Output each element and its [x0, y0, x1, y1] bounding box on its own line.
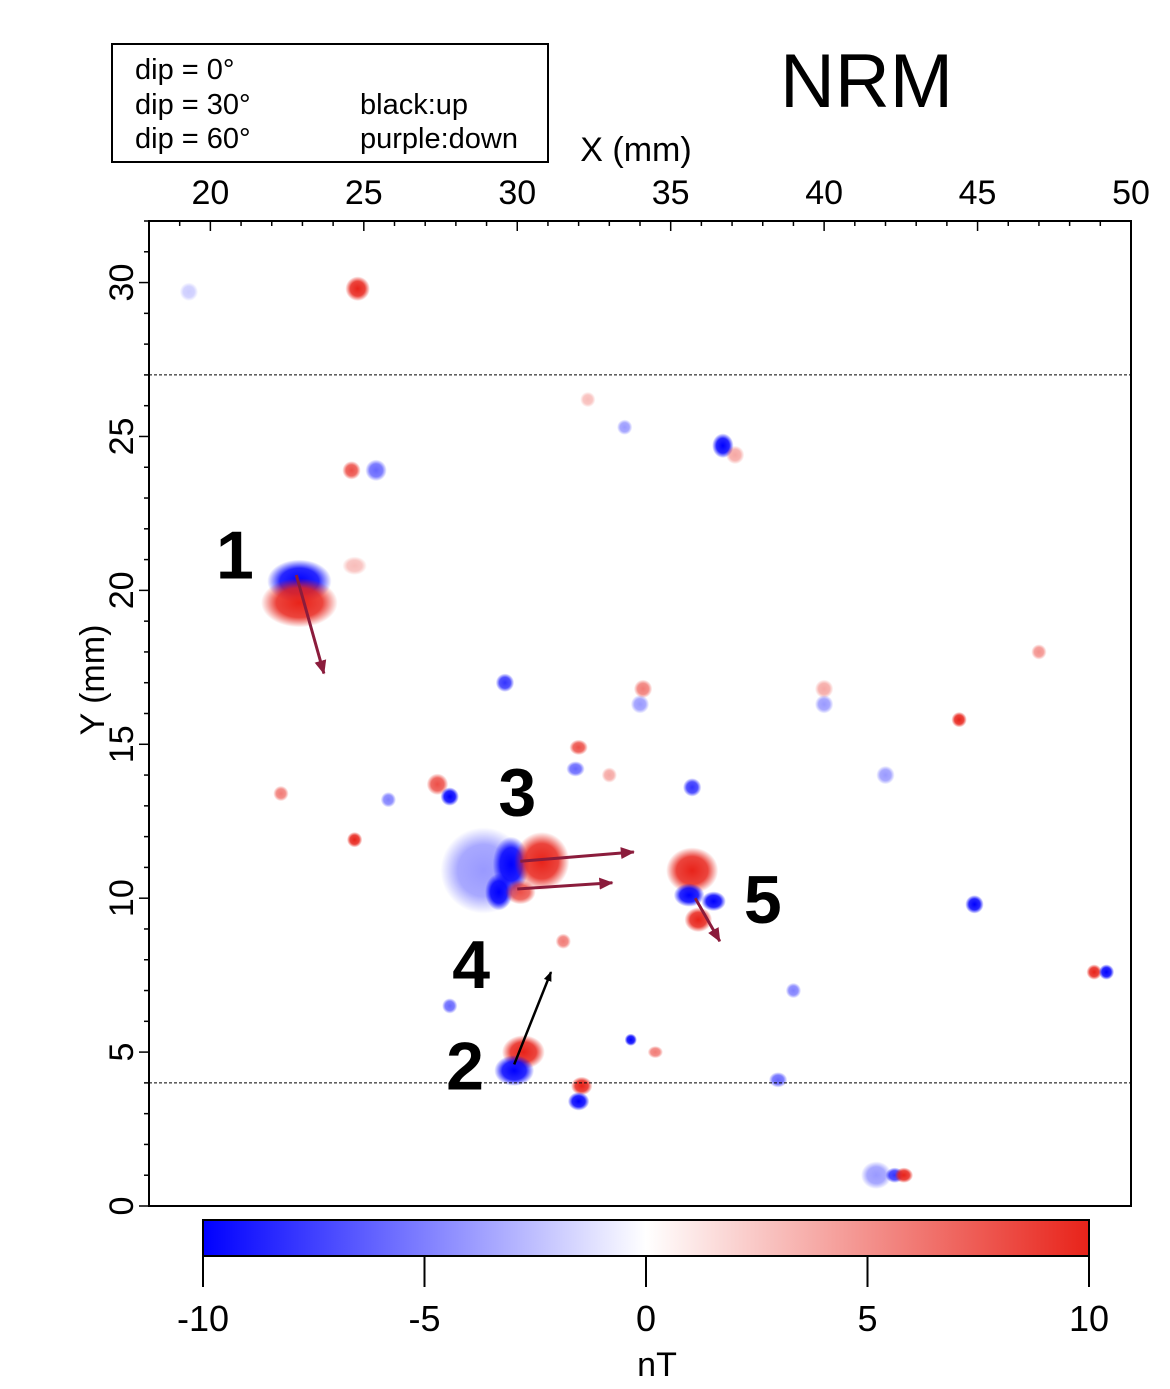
y-axis-label: Y (mm)	[74, 625, 112, 736]
legend-dip-30: dip = 30°	[135, 89, 251, 121]
heatmap-layer	[179, 276, 1115, 1190]
heatmap-blob	[345, 276, 370, 302]
chart-title: NRM	[780, 39, 954, 124]
heatmap-blob	[570, 1076, 593, 1096]
x-tick-label: 30	[498, 174, 536, 212]
heatmap-blob	[365, 459, 387, 482]
heatmap-blob	[580, 391, 596, 408]
x-tick-label: 45	[959, 174, 997, 212]
y-tick-label: 25	[103, 418, 141, 456]
colorbar-tick-label: 10	[1069, 1298, 1109, 1339]
colorbar-tick-label: -5	[408, 1298, 440, 1339]
heatmap-blob	[342, 556, 367, 575]
region-label: 2	[446, 1028, 484, 1104]
heatmap-blob	[666, 847, 719, 894]
heatmap-blob	[273, 785, 289, 802]
y-tick-label: 20	[103, 571, 141, 609]
arrow-down	[517, 877, 614, 891]
magnetization-arrows	[294, 574, 722, 1065]
arrow-down	[520, 847, 635, 863]
heatmap-blob	[682, 778, 702, 797]
y-tick-label: 0	[103, 1197, 141, 1216]
arrow-up	[513, 971, 553, 1065]
heatmap-blob	[569, 739, 588, 756]
region-label: 1	[216, 517, 254, 593]
heatmap-blob	[442, 998, 458, 1014]
colorbar	[202, 1219, 1090, 1257]
heatmap-blob	[261, 578, 338, 628]
heatmap-blob	[1031, 644, 1047, 660]
legend-note-down: purple:down	[360, 123, 518, 155]
y-axis: 0 5 10 15 20 25 30	[103, 220, 149, 1216]
heatmap-blob	[495, 673, 515, 692]
heatmap-blob	[494, 1055, 535, 1086]
colorbar-label: nT	[637, 1346, 677, 1384]
x-tick-label: 50	[1112, 174, 1150, 212]
region-label: 5	[744, 862, 782, 938]
colorbar-tick-label: 0	[636, 1298, 656, 1339]
heatmap-blob	[647, 1045, 664, 1059]
y-tick-label: 30	[103, 264, 141, 302]
heatmap-blob	[725, 445, 745, 465]
x-tick-label: 20	[191, 174, 229, 212]
heatmap-blob	[1098, 964, 1115, 980]
heatmap-blob	[630, 695, 650, 714]
heatmap-blob	[1086, 964, 1102, 980]
heatmap-blob	[514, 832, 570, 891]
heatmap-blob	[894, 1167, 914, 1183]
heatmap-blob	[633, 679, 653, 699]
heatmap-blob	[876, 765, 895, 785]
heatmap-blob	[342, 461, 361, 480]
legend-dip-0: dip = 0°	[135, 54, 235, 86]
y-tick-label: 5	[103, 1043, 141, 1062]
region-label: 4	[452, 927, 490, 1003]
x-tick-label: 40	[805, 174, 843, 212]
heatmap-blob	[440, 787, 459, 806]
x-tick-label: 25	[345, 174, 383, 212]
legend-note-up: black:up	[360, 89, 469, 121]
arrow-down	[693, 897, 722, 943]
heatmap-blob	[567, 1092, 590, 1111]
x-axis: 20 25 30 35 40 45 50	[148, 174, 1150, 231]
heatmap-blob	[566, 761, 585, 777]
colorbar-tick-label: 5	[857, 1298, 877, 1339]
y-tick-label: 15	[103, 725, 141, 763]
heatmap-blob	[860, 1161, 892, 1190]
heatmap-blob	[601, 767, 617, 783]
legend: dip = 0° dip = 30° black:up dip = 60° pu…	[111, 43, 549, 163]
heatmap-blob	[440, 827, 527, 914]
heatmap-blob	[814, 695, 834, 714]
heatmap-blob	[814, 679, 834, 699]
heatmap-blob	[426, 773, 449, 796]
colorbar-ticks: -10 -5 0 5 10	[177, 1256, 1109, 1339]
dashed-reference-lines	[149, 374, 1131, 1084]
heatmap-blob	[951, 711, 967, 728]
region-label: 3	[498, 754, 536, 830]
heatmap-blob	[965, 895, 984, 914]
heatmap-blob	[785, 982, 802, 999]
arrow-down	[294, 574, 327, 675]
heatmap-blob	[380, 791, 397, 808]
region-labels: 1 3 5 4 2	[216, 517, 782, 1104]
legend-dip-60: dip = 60°	[135, 123, 251, 155]
heatmap-blob	[616, 419, 633, 435]
heatmap-blob	[701, 891, 726, 912]
heatmap-blob	[179, 282, 199, 302]
x-tick-label: 35	[652, 174, 690, 212]
heatmap-blob	[768, 1072, 788, 1088]
colorbar-tick-label: -10	[177, 1298, 229, 1339]
heatmap-blob	[555, 933, 571, 949]
y-tick-label: 10	[103, 879, 141, 917]
x-axis-label: X (mm)	[580, 131, 691, 169]
heatmap-blob	[624, 1033, 637, 1046]
heatmap-blob	[346, 832, 363, 848]
